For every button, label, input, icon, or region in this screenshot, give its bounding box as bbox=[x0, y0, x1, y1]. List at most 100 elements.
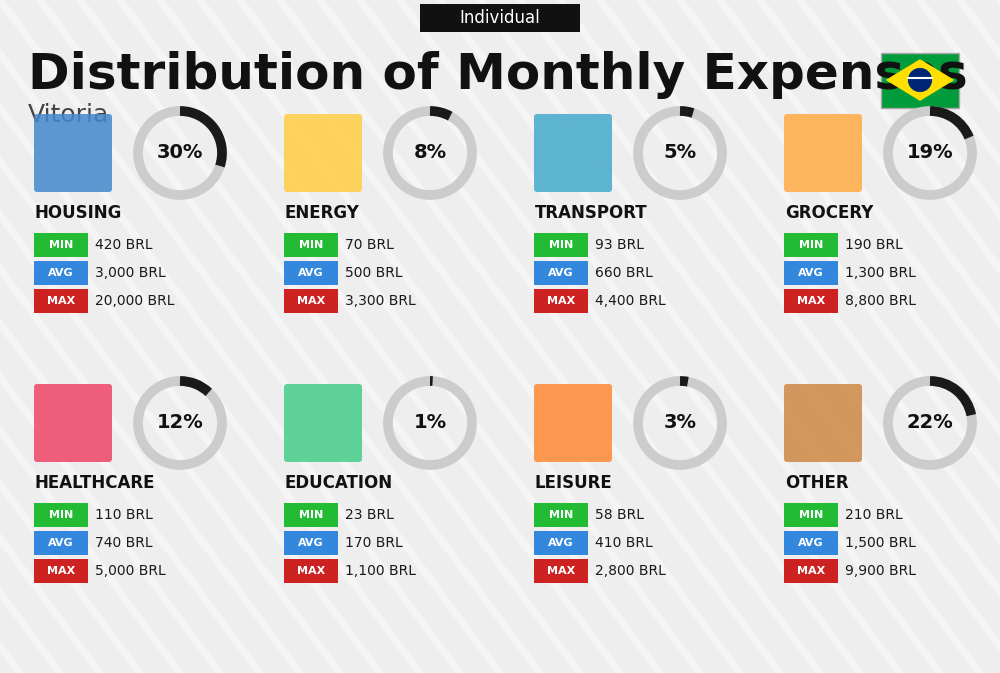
FancyBboxPatch shape bbox=[34, 531, 88, 555]
FancyBboxPatch shape bbox=[534, 261, 588, 285]
Text: MAX: MAX bbox=[547, 566, 575, 576]
FancyBboxPatch shape bbox=[34, 233, 88, 257]
FancyBboxPatch shape bbox=[284, 559, 338, 583]
Text: 5%: 5% bbox=[663, 143, 697, 162]
FancyBboxPatch shape bbox=[284, 503, 338, 527]
Text: Vitoria: Vitoria bbox=[28, 103, 109, 127]
Text: 420 BRL: 420 BRL bbox=[95, 238, 153, 252]
Text: 70 BRL: 70 BRL bbox=[345, 238, 394, 252]
Text: 410 BRL: 410 BRL bbox=[595, 536, 653, 550]
Text: MIN: MIN bbox=[49, 240, 73, 250]
Text: MIN: MIN bbox=[799, 240, 823, 250]
FancyBboxPatch shape bbox=[34, 503, 88, 527]
Text: MIN: MIN bbox=[799, 510, 823, 520]
Text: 1,100 BRL: 1,100 BRL bbox=[345, 564, 416, 578]
Text: 30%: 30% bbox=[157, 143, 203, 162]
Text: 1,500 BRL: 1,500 BRL bbox=[845, 536, 916, 550]
FancyBboxPatch shape bbox=[784, 261, 838, 285]
FancyBboxPatch shape bbox=[284, 531, 338, 555]
FancyBboxPatch shape bbox=[284, 233, 338, 257]
FancyBboxPatch shape bbox=[534, 233, 588, 257]
FancyBboxPatch shape bbox=[784, 114, 862, 192]
Text: 93 BRL: 93 BRL bbox=[595, 238, 644, 252]
FancyBboxPatch shape bbox=[534, 114, 612, 192]
Text: 20,000 BRL: 20,000 BRL bbox=[95, 294, 175, 308]
Text: HEALTHCARE: HEALTHCARE bbox=[35, 474, 156, 492]
Text: 8%: 8% bbox=[413, 143, 447, 162]
FancyBboxPatch shape bbox=[534, 503, 588, 527]
FancyBboxPatch shape bbox=[34, 559, 88, 583]
Text: MAX: MAX bbox=[547, 296, 575, 306]
FancyBboxPatch shape bbox=[881, 52, 959, 108]
Text: AVG: AVG bbox=[798, 268, 824, 278]
FancyBboxPatch shape bbox=[534, 531, 588, 555]
Text: 1,300 BRL: 1,300 BRL bbox=[845, 266, 916, 280]
Text: 19%: 19% bbox=[907, 143, 953, 162]
Text: 170 BRL: 170 BRL bbox=[345, 536, 403, 550]
Text: LEISURE: LEISURE bbox=[535, 474, 613, 492]
Text: ENERGY: ENERGY bbox=[285, 204, 360, 222]
FancyBboxPatch shape bbox=[34, 289, 88, 313]
FancyBboxPatch shape bbox=[34, 261, 88, 285]
Text: AVG: AVG bbox=[48, 268, 74, 278]
FancyBboxPatch shape bbox=[284, 289, 338, 313]
Text: MAX: MAX bbox=[297, 296, 325, 306]
FancyBboxPatch shape bbox=[784, 289, 838, 313]
Text: 3,300 BRL: 3,300 BRL bbox=[345, 294, 416, 308]
Text: 3,000 BRL: 3,000 BRL bbox=[95, 266, 166, 280]
Text: MAX: MAX bbox=[797, 296, 825, 306]
Text: TRANSPORT: TRANSPORT bbox=[535, 204, 648, 222]
Text: 110 BRL: 110 BRL bbox=[95, 508, 153, 522]
Circle shape bbox=[908, 68, 932, 92]
FancyBboxPatch shape bbox=[34, 114, 112, 192]
Text: 660 BRL: 660 BRL bbox=[595, 266, 653, 280]
Text: 210 BRL: 210 BRL bbox=[845, 508, 903, 522]
Text: 190 BRL: 190 BRL bbox=[845, 238, 903, 252]
Text: AVG: AVG bbox=[548, 268, 574, 278]
Text: MIN: MIN bbox=[299, 240, 323, 250]
FancyBboxPatch shape bbox=[534, 384, 612, 462]
Text: GROCERY: GROCERY bbox=[785, 204, 873, 222]
Text: MIN: MIN bbox=[549, 510, 573, 520]
Text: OTHER: OTHER bbox=[785, 474, 849, 492]
Text: MIN: MIN bbox=[49, 510, 73, 520]
Text: MAX: MAX bbox=[797, 566, 825, 576]
Text: MIN: MIN bbox=[549, 240, 573, 250]
FancyBboxPatch shape bbox=[784, 559, 838, 583]
Text: EDUCATION: EDUCATION bbox=[285, 474, 393, 492]
Text: 12%: 12% bbox=[157, 413, 203, 433]
Text: 23 BRL: 23 BRL bbox=[345, 508, 394, 522]
Text: 2,800 BRL: 2,800 BRL bbox=[595, 564, 666, 578]
Text: 8,800 BRL: 8,800 BRL bbox=[845, 294, 916, 308]
FancyBboxPatch shape bbox=[534, 559, 588, 583]
Text: 3%: 3% bbox=[664, 413, 696, 433]
Text: 5,000 BRL: 5,000 BRL bbox=[95, 564, 166, 578]
Text: 22%: 22% bbox=[907, 413, 953, 433]
Text: 9,900 BRL: 9,900 BRL bbox=[845, 564, 916, 578]
Text: 4,400 BRL: 4,400 BRL bbox=[595, 294, 666, 308]
Text: MAX: MAX bbox=[297, 566, 325, 576]
Text: AVG: AVG bbox=[298, 268, 324, 278]
FancyBboxPatch shape bbox=[784, 384, 862, 462]
Text: 500 BRL: 500 BRL bbox=[345, 266, 403, 280]
FancyBboxPatch shape bbox=[284, 261, 338, 285]
Text: 58 BRL: 58 BRL bbox=[595, 508, 644, 522]
Text: Distribution of Monthly Expenses: Distribution of Monthly Expenses bbox=[28, 51, 968, 99]
Text: MIN: MIN bbox=[299, 510, 323, 520]
Text: AVG: AVG bbox=[798, 538, 824, 548]
Text: AVG: AVG bbox=[48, 538, 74, 548]
Text: HOUSING: HOUSING bbox=[35, 204, 122, 222]
Text: 740 BRL: 740 BRL bbox=[95, 536, 153, 550]
FancyBboxPatch shape bbox=[284, 384, 362, 462]
Text: MAX: MAX bbox=[47, 566, 75, 576]
FancyBboxPatch shape bbox=[534, 289, 588, 313]
Text: 1%: 1% bbox=[413, 413, 447, 433]
Text: AVG: AVG bbox=[548, 538, 574, 548]
FancyBboxPatch shape bbox=[420, 4, 580, 32]
FancyBboxPatch shape bbox=[784, 503, 838, 527]
FancyBboxPatch shape bbox=[784, 531, 838, 555]
FancyBboxPatch shape bbox=[284, 114, 362, 192]
Text: AVG: AVG bbox=[298, 538, 324, 548]
FancyBboxPatch shape bbox=[34, 384, 112, 462]
Text: Individual: Individual bbox=[460, 9, 540, 27]
